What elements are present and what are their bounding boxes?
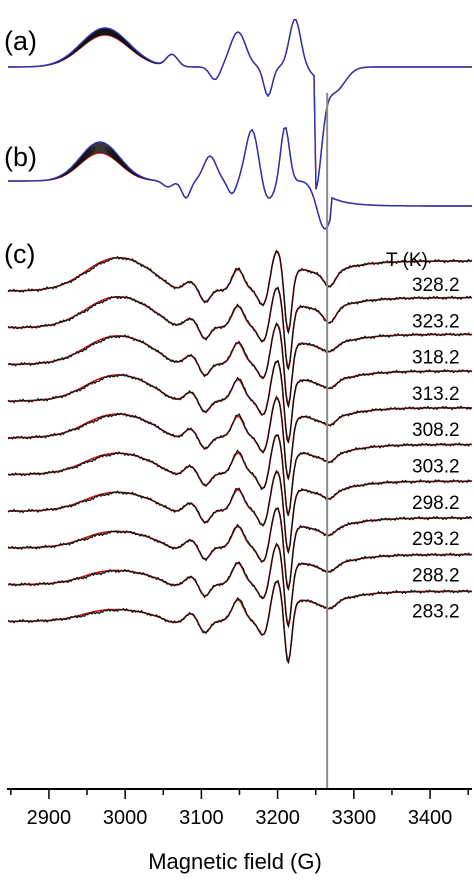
spectrum-323.2 [7,286,472,371]
temperature-label-288.2: 288.2 [412,565,460,586]
x-tick-label-3200: 3200 [255,807,300,829]
panel-b-spectrum [8,127,472,229]
spectrum-313.2 [7,359,472,444]
spectrum-303.2 [7,434,472,517]
panel-b-curves [8,127,472,230]
panel-b-spectrum [8,127,472,229]
panel-b-spectrum [8,127,472,229]
spectrum-328.2 [7,249,472,335]
x-axis-ticks: 2900 3000 3100 3200 3300 3400 [10,789,469,829]
fit-curve-288.2 [8,544,472,626]
panel-b-spectrum [8,127,472,230]
temperature-label-328.2: 328.2 [412,275,460,296]
temperature-label-318.2: 318.2 [412,348,460,369]
x-tick-label-3400: 3400 [408,807,453,829]
temperature-label-283.2: 283.2 [412,602,460,623]
x-tick-label-2900: 2900 [27,807,72,829]
temperature-labels: 328.2 323.2 318.2 313.2 308.2 303.2 298.2 293.2… [412,275,460,623]
panel-b-spectrum [8,127,472,230]
temperature-label-308.2: 308.2 [412,420,460,441]
x-tick-label-3000: 3000 [103,807,148,829]
panel-b-label: (b) [4,142,37,172]
panel-b-spectrum [8,127,472,229]
temperature-label-298.2: 298.2 [412,493,460,514]
spectrum-283.2 [7,579,472,665]
spectrum-308.2 [7,395,472,481]
panel-c-curves [7,249,472,665]
x-axis: 2900 3000 3100 3200 3300 3400 Magnetic field … [7,788,472,874]
panel-a-curves [8,19,472,190]
spectrum-288.2 [7,542,472,629]
fit-curve-318.2 [8,324,472,406]
spectrum-318.2 [7,322,472,409]
temperature-label-313.2: 313.2 [412,384,460,405]
fit-curve-308.2 [7,397,472,480]
temperature-label-303.2: 303.2 [412,457,460,478]
panel-b-spectrum [8,127,472,229]
panel-a-label: (a) [4,26,37,56]
panel-b-spectrum [8,127,472,229]
panel-a-spectrum [8,19,472,190]
fit-curve-313.2 [8,360,472,443]
panel-b-spectrum [8,127,472,229]
temperature-label-293.2: 293.2 [412,529,460,550]
fit-curve-293.2 [8,507,472,590]
x-tick-label-3100: 3100 [179,807,224,829]
temperature-label-323.2: 323.2 [412,311,460,332]
panel-b: (b) [4,127,472,230]
temperature-legend-title: T (K) [386,250,428,271]
panel-c-label: (c) [4,239,35,269]
panel-a: (a) [4,19,472,190]
fit-curve-283.2 [8,581,472,663]
x-axis-title: Magnetic field (G) [148,849,322,874]
panel-b-spectrum [8,127,472,229]
fit-curve-323.2 [8,287,472,370]
panel-c: (c) T (K) 328.2 323.2 318.2 313.2 308.2 303.2… [4,239,472,665]
spectrum-298.2 [7,469,472,555]
spectrum-293.2 [7,506,472,592]
panel-b-spectrum [8,127,472,229]
x-tick-label-3300: 3300 [332,807,377,829]
panel-b-spectrum [8,127,472,229]
